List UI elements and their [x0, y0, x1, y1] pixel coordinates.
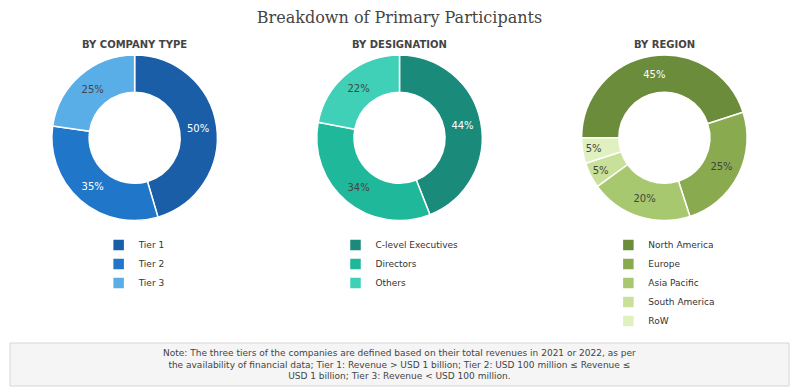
svg-text:BY DESIGNATION: BY DESIGNATION: [352, 39, 447, 50]
svg-text:BY COMPANY TYPE: BY COMPANY TYPE: [82, 39, 187, 50]
svg-text:34%: 34%: [348, 182, 370, 193]
svg-text:RoW: RoW: [648, 316, 668, 326]
svg-text:50%: 50%: [187, 123, 209, 134]
svg-text:Note: The three tiers of the c: Note: The three tiers of the companies a…: [163, 348, 636, 381]
svg-text:Others: Others: [376, 278, 407, 288]
svg-text:C-level Executives: C-level Executives: [376, 240, 459, 250]
svg-text:Breakdown of Primary Participa: Breakdown of Primary Participants: [257, 8, 542, 27]
svg-text:Tier 3: Tier 3: [138, 278, 165, 288]
svg-text:Asia Pacific: Asia Pacific: [648, 278, 698, 288]
svg-text:44%: 44%: [451, 120, 473, 131]
svg-text:35%: 35%: [82, 181, 104, 192]
svg-text:45%: 45%: [643, 69, 665, 80]
svg-text:5%: 5%: [593, 165, 609, 176]
svg-text:22%: 22%: [348, 83, 370, 94]
svg-text:BY REGION: BY REGION: [634, 39, 695, 50]
svg-text:25%: 25%: [710, 161, 732, 172]
svg-text:20%: 20%: [633, 193, 655, 204]
svg-text:Europe: Europe: [648, 259, 680, 269]
svg-text:Directors: Directors: [376, 259, 417, 269]
svg-text:Tier 2: Tier 2: [138, 259, 165, 269]
svg-text:Tier 1: Tier 1: [138, 240, 165, 250]
svg-text:South America: South America: [648, 297, 714, 307]
svg-text:North America: North America: [648, 240, 713, 250]
svg-text:5%: 5%: [586, 143, 602, 154]
svg-text:25%: 25%: [82, 84, 104, 95]
